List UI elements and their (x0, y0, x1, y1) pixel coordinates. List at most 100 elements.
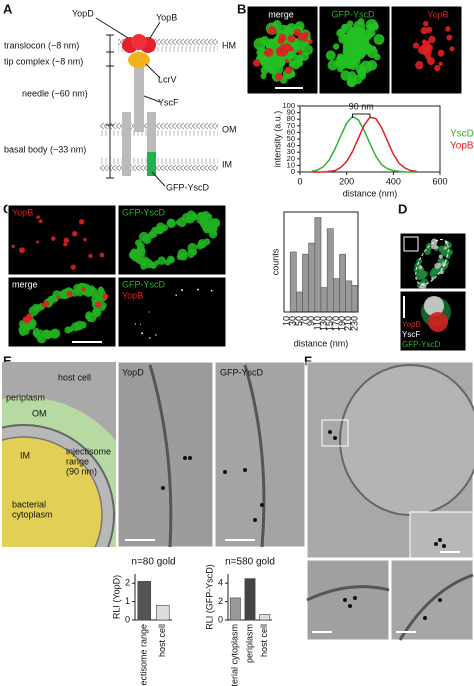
bar (296, 291, 303, 313)
signal-spot (83, 237, 87, 242)
signal-spot (149, 337, 151, 339)
signal-spot (435, 245, 439, 249)
needle (134, 62, 144, 132)
outer-membrane (100, 122, 218, 136)
signal-spot (297, 49, 303, 55)
x-tick-label: 90 (306, 316, 316, 326)
signal-spot (444, 251, 450, 258)
series-line (311, 116, 417, 173)
signal-spot (50, 328, 61, 339)
signal-spot (419, 285, 423, 289)
signal-spot (335, 55, 346, 67)
image-label: range (66, 456, 89, 466)
x-tick-label: 600 (432, 176, 447, 186)
membrane (243, 364, 266, 548)
image-panel (214, 361, 306, 548)
gold-particle (438, 598, 442, 602)
signal-spot (288, 46, 294, 52)
x-tick-label: host cell (157, 624, 167, 657)
signal-spot (438, 262, 442, 267)
bar (339, 253, 346, 313)
bar (314, 217, 322, 313)
signal-spot (210, 289, 213, 292)
signal-spot (50, 236, 56, 241)
x-tick-label: 200 (339, 176, 354, 186)
signal-spot (67, 326, 74, 333)
gold-particle (161, 486, 165, 490)
signal-spot (148, 311, 150, 313)
image-label: host cell (58, 372, 91, 382)
signal-spot (431, 243, 438, 250)
signal-spot (198, 212, 207, 221)
gold-particle (423, 616, 427, 620)
signal-spot (70, 264, 76, 270)
x-tick-label: 170 (331, 316, 341, 331)
y-tick-label: 0 (125, 614, 130, 624)
signal-spot (429, 270, 437, 278)
x-tick-label: 70 (300, 316, 310, 326)
signal-spot (347, 20, 354, 27)
signal-spot (150, 262, 156, 268)
signal-spot (441, 261, 447, 267)
image-panel (409, 511, 474, 559)
signal-spot (445, 26, 451, 32)
signal-spot (78, 219, 85, 225)
y-axis-label: intensity (a.u.) (272, 111, 282, 168)
image-label: OM (32, 408, 47, 418)
signal-spot (337, 65, 344, 73)
panel-label: B (237, 1, 246, 16)
leader-lines (95, 17, 166, 187)
x-tick-label: host cell (259, 624, 269, 657)
diagram-label: YopD (72, 8, 94, 18)
image-label: YopB (122, 290, 143, 300)
x-axis-label: distance (nm) (343, 188, 398, 198)
y-tick-label: 2 (218, 596, 223, 606)
inner-membrane (100, 157, 218, 171)
membrane (306, 585, 390, 602)
image-label: YopB (427, 9, 448, 19)
signal-spot (147, 231, 155, 239)
em-diagram (2, 362, 116, 547)
signal-spot (299, 52, 309, 61)
image-label: GFP-YscD (331, 9, 375, 19)
gfp-yscd (147, 152, 156, 176)
signal-spot (155, 334, 157, 336)
cell-signal (134, 288, 213, 339)
signal-spot (428, 312, 448, 332)
diagram-label: basal body (~33 nm) (4, 144, 86, 154)
scale-bar (106, 34, 114, 179)
signal-spot (190, 214, 198, 221)
y-tick-label: 100 (282, 101, 295, 110)
cell-signal (412, 20, 455, 72)
signal-spot (209, 225, 218, 233)
image-label: bacterial (12, 499, 46, 509)
signal-spot (296, 60, 304, 67)
signal-spot (422, 20, 429, 27)
signal-spot (325, 50, 336, 61)
bar (333, 278, 340, 313)
signal-spot (332, 43, 340, 50)
legend-label: YscD (450, 129, 474, 140)
chart-title: n=80 gold (131, 557, 175, 568)
y-tick-label: 0 (291, 167, 295, 176)
bar (229, 597, 241, 621)
cell-signal (11, 215, 105, 270)
signal-spot (307, 39, 313, 45)
diagram-label: YopB (156, 12, 177, 22)
signal-spot (99, 252, 105, 258)
image-label: GFP-YscD (122, 207, 166, 217)
signal-spot (169, 257, 175, 263)
signal-spot (63, 237, 70, 244)
annotation-bracket (352, 113, 371, 118)
signal-spot (42, 300, 50, 308)
signal-spot (357, 68, 367, 78)
signal-spot (415, 271, 421, 276)
signal-spot (70, 289, 79, 297)
signal-spot (419, 270, 427, 279)
gold-particle (343, 598, 347, 602)
diagram-label: GFP-YscD (166, 182, 210, 192)
signal-spot (187, 248, 193, 254)
y-tick-label: 60 (287, 127, 295, 136)
gold-particle (223, 470, 227, 474)
image-panel (306, 559, 390, 641)
